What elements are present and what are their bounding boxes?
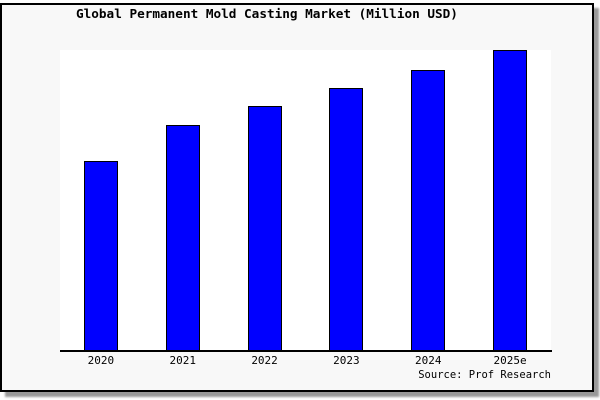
x-tick-label-2020: 2020 [87,354,115,367]
x-tick-label-2021: 2021 [169,354,196,367]
source-note: Source: Prof Research [418,369,551,381]
bar-2020 [83,161,118,351]
x-axis-labels: 2020 2021 2022 2023 2024 2025e [60,354,551,368]
plot-area [60,50,551,351]
x-tick-label-2025e: 2025e [493,354,527,367]
chart-title: Global Permanent Mold Casting Market (Mi… [76,6,458,21]
x-tick-label-2022: 2022 [251,354,278,367]
bar-2025e [493,50,528,351]
bar-2022 [247,105,282,351]
bar-2023 [329,87,364,351]
bar-2024 [411,69,446,351]
x-tick-label-2023: 2023 [333,354,360,367]
x-axis-line [60,349,552,352]
bar-2021 [165,125,200,351]
x-tick-label-2024: 2024 [414,354,442,367]
